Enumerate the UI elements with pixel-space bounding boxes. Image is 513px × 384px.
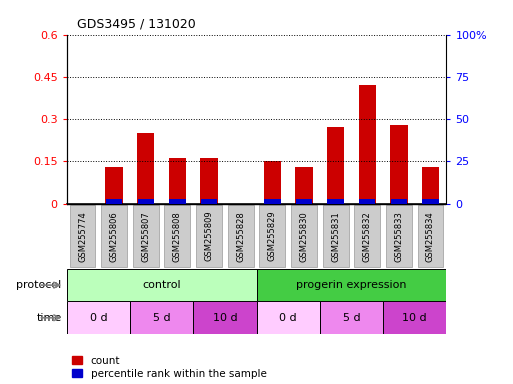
Text: GSM255809: GSM255809 (205, 211, 213, 262)
Text: GSM255828: GSM255828 (236, 211, 245, 262)
Text: GSM255830: GSM255830 (300, 211, 308, 262)
Text: GSM255833: GSM255833 (394, 211, 403, 262)
FancyBboxPatch shape (228, 205, 253, 268)
Bar (256, 269, 446, 301)
Text: 5 d: 5 d (153, 313, 170, 323)
FancyBboxPatch shape (291, 205, 317, 268)
Bar (130, 301, 193, 334)
Text: GDS3495 / 131020: GDS3495 / 131020 (77, 18, 195, 31)
Text: GSM255831: GSM255831 (331, 211, 340, 262)
Text: GSM255832: GSM255832 (363, 211, 372, 262)
Bar (422, 199, 439, 204)
Text: GSM255808: GSM255808 (173, 211, 182, 262)
Text: 0 d: 0 d (279, 313, 297, 323)
Text: 10 d: 10 d (402, 313, 427, 323)
Text: progerin expression: progerin expression (296, 280, 407, 290)
Bar (390, 125, 407, 204)
Text: control: control (142, 280, 181, 290)
FancyBboxPatch shape (386, 205, 412, 268)
FancyBboxPatch shape (101, 205, 127, 268)
Bar (201, 159, 218, 204)
FancyBboxPatch shape (260, 205, 285, 268)
Bar (390, 199, 407, 204)
Bar (106, 167, 123, 204)
FancyBboxPatch shape (165, 205, 190, 268)
Bar (383, 301, 446, 334)
FancyBboxPatch shape (70, 205, 95, 268)
Text: protocol: protocol (16, 280, 62, 290)
Bar (193, 301, 256, 334)
Text: GSM255806: GSM255806 (110, 211, 119, 262)
Bar (169, 199, 186, 204)
Text: 5 d: 5 d (343, 313, 360, 323)
FancyBboxPatch shape (133, 205, 159, 268)
Text: GSM255807: GSM255807 (141, 211, 150, 262)
Text: 0 d: 0 d (89, 313, 107, 323)
Bar (137, 199, 154, 204)
Text: GSM255834: GSM255834 (426, 211, 435, 262)
FancyBboxPatch shape (418, 205, 443, 268)
Legend: count, percentile rank within the sample: count, percentile rank within the sample (72, 356, 267, 379)
Bar (256, 301, 320, 334)
Bar (295, 199, 312, 204)
Bar (295, 167, 312, 204)
Bar (320, 301, 383, 334)
Bar (264, 161, 281, 204)
Bar (106, 199, 123, 204)
Bar (359, 199, 376, 204)
Bar (264, 199, 281, 204)
Bar (422, 167, 439, 204)
Text: 10 d: 10 d (212, 313, 237, 323)
Bar (137, 133, 154, 204)
FancyBboxPatch shape (354, 205, 380, 268)
Bar (67, 269, 256, 301)
Bar (201, 199, 218, 204)
Bar (327, 199, 344, 204)
FancyBboxPatch shape (196, 205, 222, 268)
Bar (327, 127, 344, 204)
Bar (169, 159, 186, 204)
Bar (67, 301, 130, 334)
Text: time: time (36, 313, 62, 323)
Text: GSM255774: GSM255774 (78, 211, 87, 262)
Bar (359, 85, 376, 204)
FancyBboxPatch shape (323, 205, 348, 268)
Text: GSM255829: GSM255829 (268, 211, 277, 262)
